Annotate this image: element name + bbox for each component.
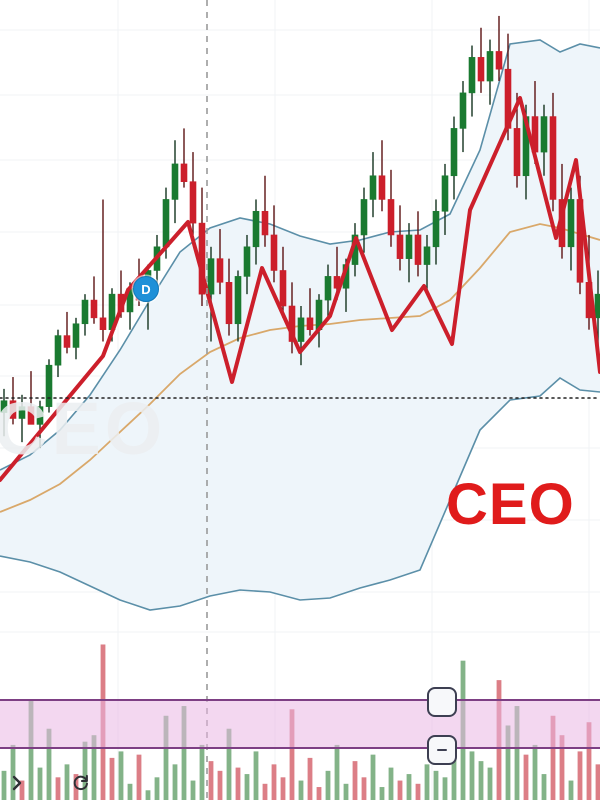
dash-icon — [437, 749, 447, 751]
refresh-icon[interactable] — [66, 768, 96, 798]
range-handle-bottom[interactable] — [427, 735, 457, 765]
range-handle-top[interactable] — [427, 687, 457, 717]
volume-range-band[interactable] — [0, 699, 600, 749]
chevron-right-icon[interactable] — [2, 768, 32, 798]
zigzag-trendline[interactable] — [0, 96, 600, 482]
moving-average-line — [0, 223, 600, 513]
bollinger-band-lines — [0, 39, 600, 611]
dividend-marker-badge[interactable]: D — [133, 276, 159, 302]
